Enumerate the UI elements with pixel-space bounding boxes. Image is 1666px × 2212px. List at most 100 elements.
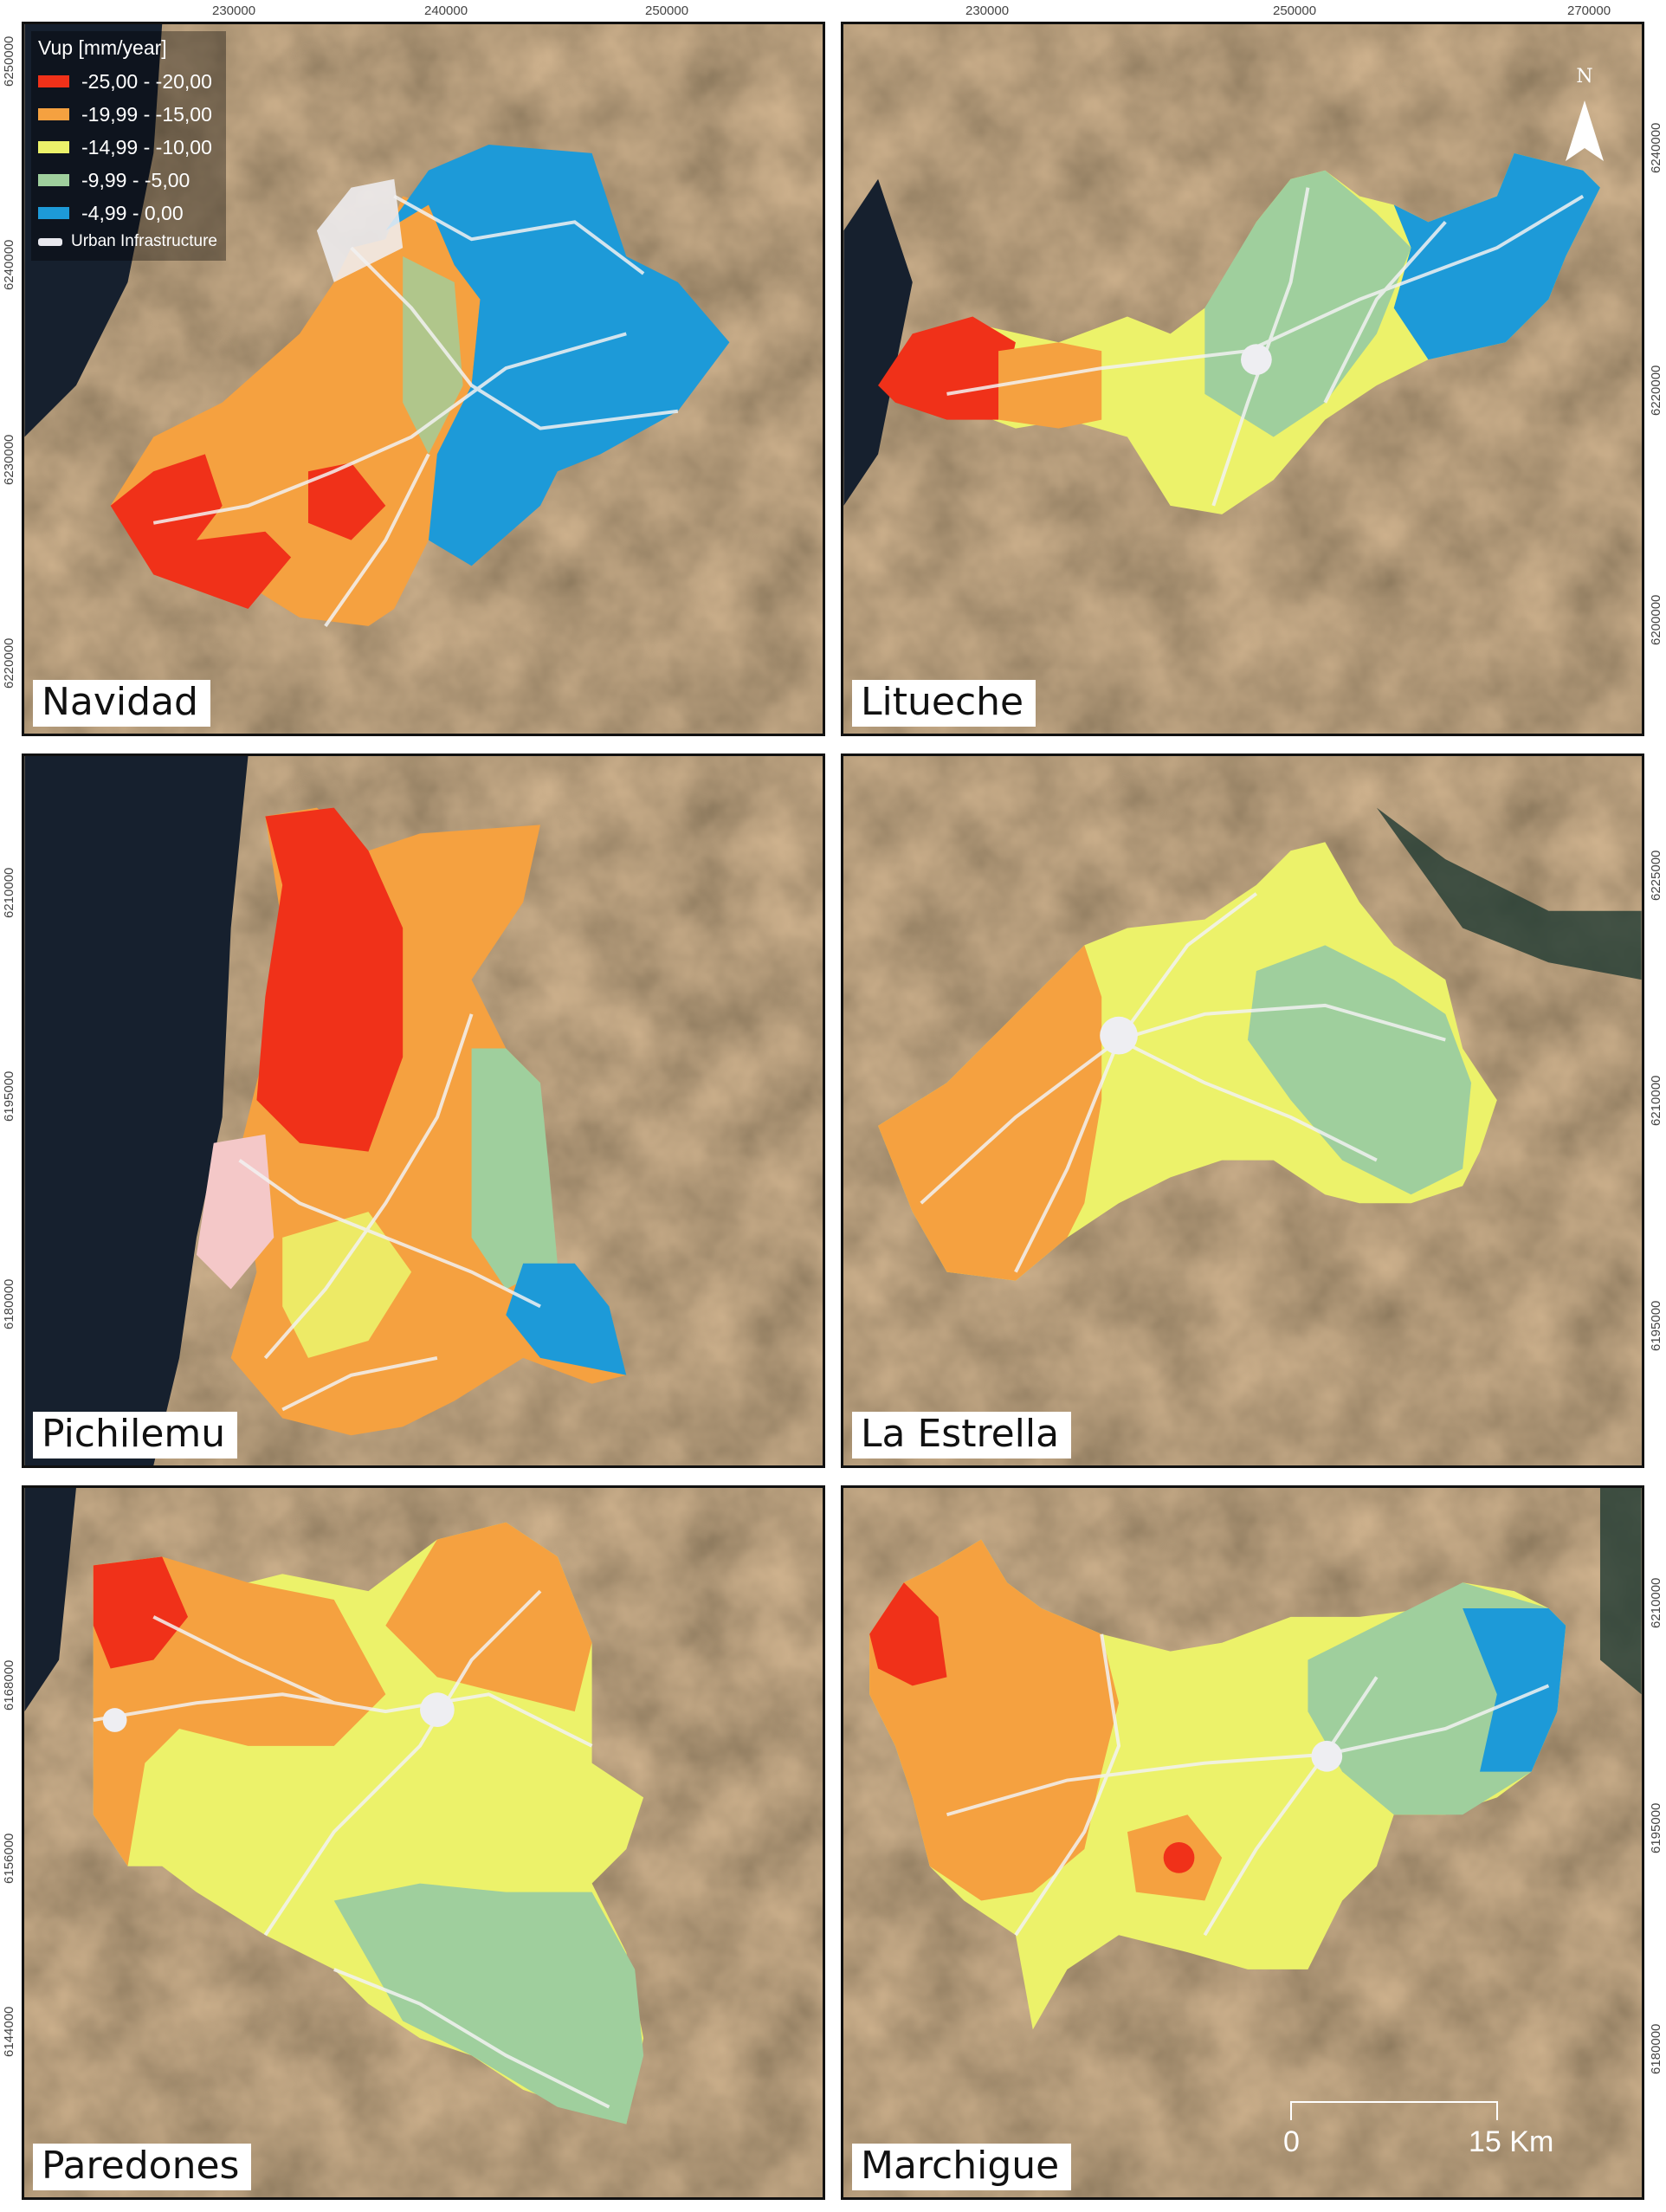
map-canvas xyxy=(843,1488,1642,2197)
map-panel-la-estrella: La Estrella xyxy=(841,754,1644,1468)
road-network xyxy=(946,187,1585,507)
y-tick-label: 6180000 xyxy=(2,1278,16,1329)
legend-label: -4,99 - 0,00 xyxy=(81,201,184,224)
y-tick-label: 6230000 xyxy=(2,434,16,485)
urban-area xyxy=(420,1692,455,1727)
region-blue xyxy=(1463,1607,1566,1772)
urban-area xyxy=(1241,344,1272,376)
region-red-west xyxy=(878,316,1016,420)
legend-swatch xyxy=(38,141,69,153)
y-tick-label: 6250000 xyxy=(2,36,16,87)
legend-label: -19,99 - -15,00 xyxy=(81,102,212,126)
y-tick-label: 6225000 xyxy=(1649,850,1663,901)
legend-label: -9,99 - -5,00 xyxy=(81,168,190,191)
legend-item: -14,99 - -10,00 xyxy=(38,131,217,164)
ocean xyxy=(24,1488,76,1712)
legend-item-urban: Urban Infrastructure xyxy=(38,230,217,254)
region-red xyxy=(256,807,404,1152)
road-network xyxy=(93,1589,610,2109)
ocean xyxy=(843,178,913,506)
map-canvas xyxy=(843,24,1642,734)
y-tick-label: 6210000 xyxy=(1649,1075,1663,1126)
urban-area xyxy=(316,178,404,282)
region-blue xyxy=(385,144,730,566)
urban-area xyxy=(196,1134,274,1290)
region-blue xyxy=(1393,152,1600,360)
reservoir xyxy=(1599,1488,1642,1695)
road-network xyxy=(238,1013,541,1412)
legend-swatch xyxy=(38,237,62,246)
map-panel-navidad: Vup [mm/year] -25,00 - -20,00 -19,99 - -… xyxy=(22,22,825,736)
x-tick-label: 250000 xyxy=(1273,3,1317,18)
scale-end-label: 15 Km xyxy=(1469,2125,1554,2158)
reservoir xyxy=(1376,807,1642,980)
legend-swatch xyxy=(38,207,69,219)
scale-start-label: 0 xyxy=(1283,2125,1300,2158)
y-tick-label: 6195000 xyxy=(1649,1300,1663,1351)
map-panel-marchigue: 0 15 Km Marchigue xyxy=(841,1485,1644,2200)
north-arrow-shape xyxy=(1566,100,1604,161)
y-tick-label: 6220000 xyxy=(1649,365,1663,416)
legend-item: -9,99 - -5,00 xyxy=(38,164,217,197)
y-tick-label: 6195000 xyxy=(2,1070,16,1122)
north-arrow-icon: N xyxy=(1559,66,1611,170)
region-red-center xyxy=(307,462,386,540)
panel-title: Marchigue xyxy=(852,2144,1072,2190)
map-panel-pichilemu: Pichilemu xyxy=(22,754,825,1468)
map-panel-litueche: N Litueche xyxy=(841,22,1644,736)
region-red xyxy=(869,1582,947,1686)
x-tick-label: 230000 xyxy=(965,3,1010,18)
scale-tick xyxy=(1290,2101,1292,2120)
x-tick-label: 240000 xyxy=(424,3,468,18)
region-red xyxy=(93,1556,188,1669)
y-tick-label: 6210000 xyxy=(1649,1577,1663,1628)
ocean xyxy=(24,24,163,437)
y-tick-label: 6156000 xyxy=(2,1833,16,1884)
road-network xyxy=(152,194,679,628)
panel-title: Litueche xyxy=(852,680,1036,727)
urban-area xyxy=(1100,1016,1138,1055)
road-network xyxy=(946,1633,1550,1937)
y-tick-label: 6180000 xyxy=(1649,2023,1663,2074)
map-canvas xyxy=(24,24,823,734)
region-green xyxy=(471,1048,558,1290)
x-tick-label: 250000 xyxy=(645,3,689,18)
map-canvas xyxy=(24,1488,823,2197)
x-tick-label: 270000 xyxy=(1567,3,1611,18)
map-canvas xyxy=(24,756,823,1465)
scale-tick xyxy=(1496,2101,1498,2120)
legend: Vup [mm/year] -25,00 - -20,00 -19,99 - -… xyxy=(31,31,226,261)
legend-item: -25,00 - -20,00 xyxy=(38,65,217,98)
x-tick-label: 230000 xyxy=(212,3,256,18)
region-green-band xyxy=(403,256,463,455)
legend-item: -19,99 - -15,00 xyxy=(38,98,217,131)
panel-title: La Estrella xyxy=(852,1412,1072,1458)
north-label: N xyxy=(1576,66,1593,87)
ocean xyxy=(24,756,249,1465)
legend-swatch xyxy=(38,174,69,186)
region-red-west xyxy=(110,454,292,610)
legend-label: -25,00 - -20,00 xyxy=(81,69,212,93)
y-tick-label: 6220000 xyxy=(2,637,16,689)
scale-line xyxy=(1290,2101,1498,2103)
map-panel-paredones: Paredones xyxy=(22,1485,825,2200)
urban-area xyxy=(1311,1740,1343,1772)
y-tick-label: 6200000 xyxy=(1649,594,1663,645)
region-yellow xyxy=(282,1212,412,1358)
legend-swatch xyxy=(38,108,69,120)
region-orange xyxy=(998,342,1102,429)
panel-title: Navidad xyxy=(33,680,210,727)
legend-label: -14,99 - -10,00 xyxy=(81,135,212,158)
legend-item: -4,99 - 0,00 xyxy=(38,197,217,230)
scale-bar: 0 15 Km xyxy=(1276,2094,1553,2172)
panel-title: Pichilemu xyxy=(33,1412,238,1458)
map-canvas xyxy=(843,756,1642,1465)
region-orange-north xyxy=(385,1522,592,1712)
panel-title: Paredones xyxy=(33,2144,252,2190)
y-tick-label: 6240000 xyxy=(1649,122,1663,173)
region-blue xyxy=(506,1263,627,1375)
legend-swatch xyxy=(38,75,69,87)
urban-area xyxy=(102,1708,127,1732)
y-tick-label: 6210000 xyxy=(2,867,16,918)
region-orange xyxy=(878,945,1102,1281)
